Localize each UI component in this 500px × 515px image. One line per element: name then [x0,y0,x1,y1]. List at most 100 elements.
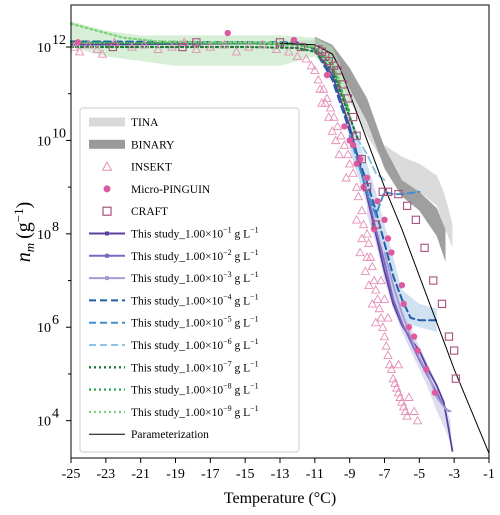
insekt-point [364,238,374,247]
insekt-point [324,112,334,121]
legend-item: Parameterization [89,429,209,441]
craft-point [343,94,353,103]
insekt-point [97,49,108,58]
insekt-point [325,102,336,112]
legend-label: TINA [131,117,159,129]
legend-item: BINARY [89,139,175,151]
micro-pinguin-point [384,235,392,242]
insekt-point [336,130,346,140]
legend-item: This study_1.00×10−7 g L−1 [89,359,259,374]
craft-point [420,243,429,252]
insekt-point [332,121,343,131]
insekt-point [357,233,367,243]
legend-item: This study_1.00×10−5 g L−1 [89,315,259,330]
legend-marker [105,231,109,236]
insekt-point [219,39,230,49]
legend-label: This study_1.00×10−5 g L−1 [131,315,259,330]
insekt-point [367,298,378,308]
series-line-4 [348,134,421,219]
x-tick-label: -3 [448,467,460,482]
micro-pinguin-point [414,347,421,354]
craft-point [178,42,187,52]
x-axis: -25 -23 -21 -19 -17 -15 -13 -11 -9 -7 -5 -3 -1 [62,458,495,482]
insekt-point [393,359,404,369]
insekt-point [348,168,358,177]
legend-label: This study_1.00×10−6 g L−1 [131,337,259,352]
insekt-point [301,53,311,63]
y-tick-label: 10 [37,415,51,430]
y-axis-label-close: ) [13,202,35,209]
insekt-point [205,42,216,51]
micro-pinguin-point [341,123,348,130]
insekt-point [271,44,282,54]
insekt-point [339,140,350,149]
x-tick-label: -19 [166,467,185,482]
legend-swatch [89,117,125,127]
x-tick-label: -23 [96,467,115,482]
legend-item: This study_1.00×10−8 g L−1 [89,382,259,397]
y-tick-label-exp: 4 [52,407,59,422]
insekt-point [362,252,372,261]
micro-pinguin-point [363,174,371,181]
insekt-point [313,74,324,84]
micro-pinguin-point [388,249,395,256]
craft-point [108,42,117,52]
x-tick-label: -25 [62,467,81,482]
craft-point [362,182,372,192]
insekt-point [74,46,85,56]
y-axis-label: nm (g−1) [11,202,37,263]
x-tick-label: -7 [379,467,391,482]
micro-pinguin-point [224,29,231,37]
legend-swatch [102,206,112,216]
legend-swatch [101,161,113,171]
craft-point [333,66,342,75]
micro-pinguin-point [346,137,353,144]
insekt-point [372,294,383,303]
insekt-point [386,364,397,373]
legend-item: This study_1.00×10−1 g L−1 [89,226,259,241]
legend-swatch [103,185,111,193]
legend-item: Micro-PINGUIN [103,184,211,196]
insekt-point [92,44,102,54]
micro-pinguin-point [374,197,381,205]
craft-point [383,187,393,196]
craft-point [437,299,447,309]
y-tick-label-exp: 8 [52,220,59,235]
insekt-point [283,46,294,56]
x-tick-label: -1 [483,467,495,482]
legend-item: INSEKT [101,161,172,174]
legend-label: This study_1.00×10−8 g L−1 [131,382,259,397]
y-tick-label: 10 [37,134,51,149]
insekt-point [362,228,372,238]
insekt-point [327,126,338,135]
craft-point [275,38,285,47]
insekt-point [353,191,364,201]
insekt-point [330,135,341,145]
micro-pinguin-point [410,333,418,340]
insekt-point [402,411,412,420]
x-tick-label: -21 [131,467,150,482]
insekt-point [343,149,353,159]
insekt-point [167,42,177,51]
legend-item: This study_1.00×10−3 g L−1 [89,270,259,285]
insekt-point [376,312,386,322]
legend-marker [105,276,109,281]
micro-pinguin-point [74,39,82,46]
insekt-point [376,275,386,285]
insekt-point [367,261,378,271]
insekt-point [351,182,362,191]
y-tick-label-exp: 10 [52,126,66,141]
craft-point [296,42,306,52]
insekt-point [306,60,317,70]
legend-item: CRAFT [102,206,168,218]
insekt-point [383,350,393,359]
micro-pinguin-point [431,389,439,396]
legend-item: This study_1.00×10−9 g L−1 [89,404,259,419]
craft-point [429,276,438,285]
legend-frame [79,107,300,453]
insekt-point [191,44,202,54]
y-tick-label: 10 [37,228,51,243]
micro-pinguin-point [423,366,430,373]
series-line-1 [366,190,450,413]
